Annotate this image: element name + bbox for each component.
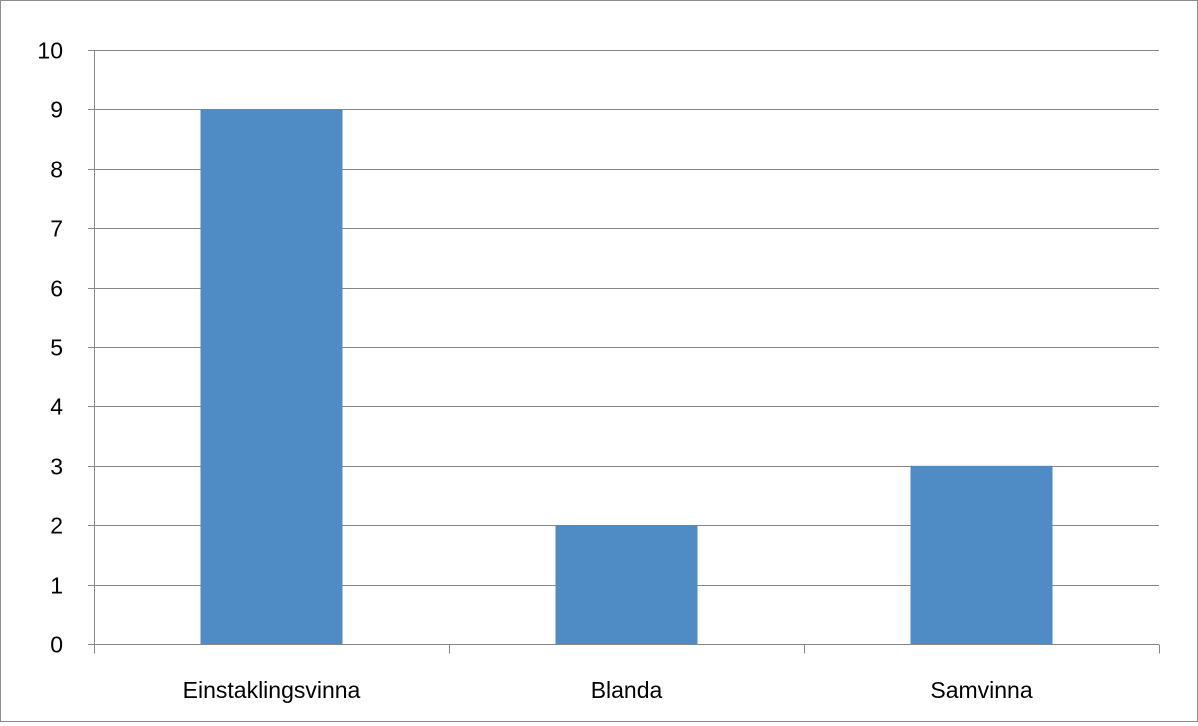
y-tick-label-10: 10 (37, 38, 63, 64)
y-tick-label-4: 4 (50, 394, 63, 420)
y-axis-tick-labels: 0 1 2 3 4 5 6 7 8 9 10 (37, 38, 63, 658)
y-tick-label-6: 6 (50, 276, 63, 302)
x-tick-label-blanda: Blanda (591, 677, 663, 703)
y-tick-label-1: 1 (50, 573, 63, 599)
y-tick-label-5: 5 (50, 335, 63, 361)
bar-einstaklingsvinna (200, 109, 343, 644)
bar-blanda (555, 525, 698, 644)
y-tick-label-3: 3 (50, 454, 63, 480)
axes (88, 50, 1160, 654)
y-tick-label-8: 8 (50, 157, 63, 183)
y-tick-label-7: 7 (50, 216, 63, 242)
x-tick-label-samvinna: Samvinna (930, 677, 1032, 703)
x-tick-label-einstaklingsvinna: Einstaklingsvinna (183, 677, 361, 703)
y-tick-label-0: 0 (50, 632, 63, 658)
x-axis-tick-labels: Einstaklingsvinna Blanda Samvinna (183, 677, 1033, 703)
bars (200, 109, 1053, 644)
y-tick-label-2: 2 (50, 513, 63, 539)
bar-samvinna (910, 465, 1053, 644)
y-tick-label-9: 9 (50, 97, 63, 123)
